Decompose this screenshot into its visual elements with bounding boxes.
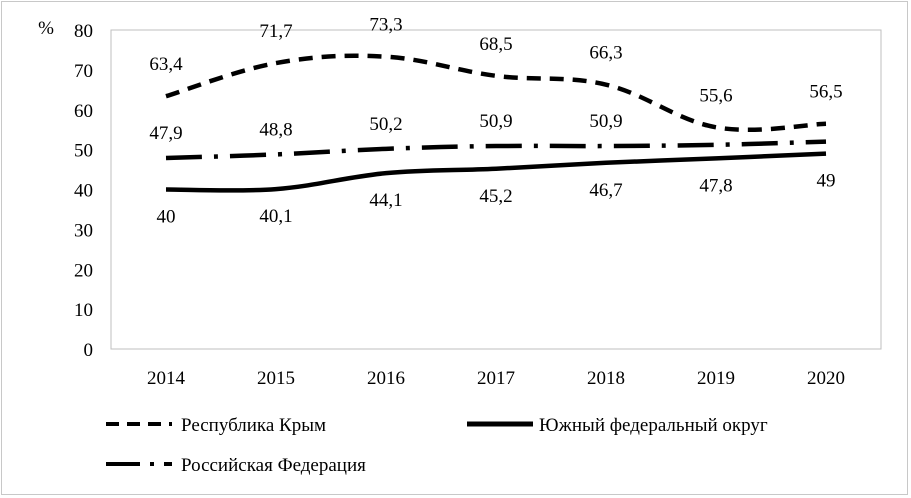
- y-tick-label: 20: [74, 260, 93, 281]
- data-label-southern-district: 45,2: [479, 186, 512, 207]
- legend-item-russia: Российская Федерация: [106, 455, 366, 476]
- y-axis-unit-label: %: [38, 18, 54, 39]
- y-tick-label: 30: [74, 220, 93, 241]
- data-label-southern-district: 49: [817, 171, 836, 192]
- legend-item-southern-district: Южный федеральный округ: [467, 415, 768, 436]
- data-label-russia: 47,9: [149, 123, 182, 144]
- x-tick-label: 2019: [697, 368, 735, 389]
- series-line-russia: [165, 139, 827, 161]
- y-tick-label: 0: [84, 340, 94, 361]
- data-label-crimea: 68,5: [479, 34, 512, 55]
- series-line-crimea: [165, 53, 827, 133]
- data-label-crimea: 56,5: [809, 82, 842, 103]
- legend-label-crimea: Республика Крым: [181, 415, 326, 436]
- data-label-russia: 48,8: [259, 119, 292, 140]
- series-line-southern-district: [165, 151, 827, 193]
- legend-item-crimea: Республика Крым: [106, 415, 326, 436]
- legend-label-southern-district: Южный федеральный округ: [539, 415, 768, 436]
- x-axis-ticks: 2014 2015 2016 2017 2018 2019 2020: [147, 368, 845, 389]
- y-tick-label: 10: [74, 300, 93, 321]
- x-tick-label: 2020: [807, 368, 845, 389]
- plot-border: [110, 29, 882, 350]
- data-label-crimea: 73,3: [369, 15, 402, 36]
- data-label-southern-district: 40: [157, 207, 176, 228]
- series-lines: [165, 53, 827, 193]
- legend-label-russia: Российская Федерация: [181, 455, 366, 476]
- data-label-crimea: 71,7: [259, 21, 292, 42]
- x-tick-label: 2018: [587, 368, 625, 389]
- data-label-russia: 50,9: [589, 111, 622, 132]
- data-label-southern-district: 44,1: [369, 190, 402, 211]
- y-axis-ticks: 0 10 20 30 40 50 60 70 80: [74, 21, 93, 361]
- y-tick-label: 70: [74, 61, 93, 82]
- y-tick-label: 80: [74, 21, 93, 42]
- x-tick-label: 2015: [257, 368, 295, 389]
- data-label-russia: 50,2: [369, 114, 402, 135]
- data-label-crimea: 66,3: [589, 43, 622, 64]
- data-label-southern-district: 46,7: [589, 180, 622, 201]
- y-tick-label: 50: [74, 141, 93, 162]
- x-tick-label: 2014: [147, 368, 186, 389]
- data-label-crimea: 63,4: [149, 54, 183, 75]
- legend: Республика Крым Южный федеральный округ …: [106, 415, 768, 476]
- data-label-southern-district: 40,1: [259, 206, 292, 227]
- y-tick-label: 60: [74, 101, 93, 122]
- data-label-russia: 50,9: [479, 111, 512, 132]
- x-tick-label: 2016: [367, 368, 405, 389]
- y-tick-label: 40: [74, 181, 93, 202]
- data-labels: 63,4 71,7 73,3 68,5 66,3 55,6 56,5 40 40,1 44,1 45…: [149, 15, 842, 228]
- plot-area: [110, 29, 882, 350]
- data-label-southern-district: 47,8: [699, 175, 732, 196]
- x-tick-label: 2017: [477, 368, 515, 389]
- data-label-crimea: 55,6: [699, 85, 732, 106]
